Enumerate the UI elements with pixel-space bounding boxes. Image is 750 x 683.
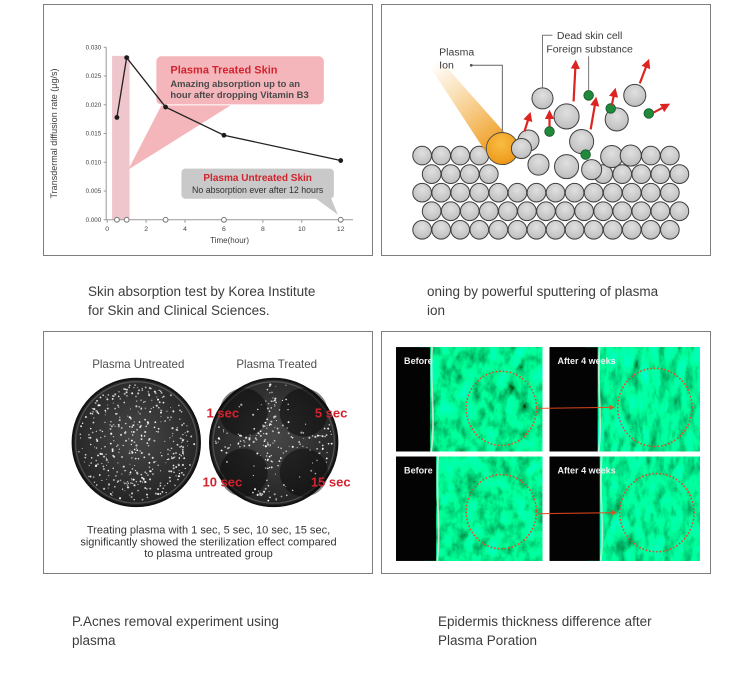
treated-annotation: Plasma Treated Skin Amazing absorption up… — [156, 56, 324, 105]
micrograph-tile-after-2: After 4 weeks — [549, 456, 700, 561]
micrograph-grid: Before After 4 weeks Before — [396, 347, 700, 561]
micrograph-tile-before-2: Before — [396, 456, 543, 561]
svg-text:Amazing absorption up to an: Amazing absorption up to an — [170, 78, 300, 89]
panel-absorption-chart: Plasma Treated Skin Amazing absorption up… — [43, 4, 373, 256]
plasma-ion-label: Plasma Ion — [439, 46, 477, 71]
caption-absorption-test: Skin absorption test by Korea Institute … — [88, 282, 368, 320]
before-after-arrow-2 — [538, 509, 617, 516]
roi-dotted-circle — [465, 473, 538, 550]
before-after-arrow-1 — [538, 404, 615, 411]
ejected-dead-skin-cells — [510, 83, 647, 181]
foreign-substance-label: Foreign substance — [546, 43, 633, 55]
caption-line: P.Acnes removal experiment using — [72, 614, 279, 629]
petri-dish-untreated — [71, 377, 201, 508]
caption-line: oning by powerful sputtering of plasma — [427, 284, 659, 299]
svg-text:0: 0 — [105, 226, 109, 233]
svg-text:8: 8 — [261, 226, 265, 233]
svg-text:0.020: 0.020 — [86, 102, 102, 109]
series-treated — [114, 55, 344, 163]
svg-text:No absorption ever after 12 ho: No absorption ever after 12 hours — [192, 185, 324, 195]
panel-epidermis-micrographs: Before After 4 weeks Before — [381, 331, 711, 574]
svg-text:0.000: 0.000 — [86, 217, 102, 224]
panel-petri-dishes: Plasma Untreated Plasma Treated 1 sec 5 … — [43, 331, 373, 574]
caption-sputtering: oning by powerful sputtering of plasma i… — [427, 282, 712, 320]
tile-label: After 4 weeks — [558, 356, 616, 366]
svg-text:Plasma Treated Skin: Plasma Treated Skin — [170, 64, 277, 76]
dead-skin-callout: Dead skin cell Foreign substance — [541, 30, 633, 91]
treated-dish-title: Plasma Treated — [236, 359, 317, 371]
svg-text:10: 10 — [298, 226, 306, 233]
caption-line: for Skin and Clinical Sciences. — [88, 303, 270, 318]
sputter-diagram: Plasma Ion Dead skin cell Foreign substa… — [412, 30, 690, 240]
sputter-arrows — [523, 58, 671, 132]
tile-label: After 4 weeks — [558, 466, 616, 476]
petri-dish-figure: Plasma Untreated Plasma Treated 1 sec 5 … — [71, 359, 351, 560]
treated-callout-tail — [128, 105, 231, 170]
petri-caption-line1: Treating plasma with 1 sec, 5 sec, 10 se… — [87, 525, 330, 537]
svg-text:12: 12 — [337, 226, 345, 233]
plasma-ion-callout: Plasma Ion — [439, 46, 503, 132]
caption-pacnes-experiment: P.Acnes removal experiment using plasma — [72, 612, 352, 650]
roi-dotted-circle — [616, 367, 693, 448]
skin-cell-lattice — [412, 145, 690, 240]
svg-text:0.010: 0.010 — [86, 159, 102, 166]
absorption-line-chart: Plasma Treated Skin Amazing absorption up… — [49, 44, 353, 245]
caption-line: Plasma Poration — [438, 633, 538, 648]
caption-line: ion — [427, 303, 446, 318]
foreign-substance-particles — [544, 90, 655, 160]
caption-line: Skin absorption test by Korea Institute — [88, 284, 316, 299]
y-axis-label: Transdermal diffusion rate (μg/s) — [49, 69, 59, 199]
svg-text:0.030: 0.030 — [86, 44, 102, 51]
svg-text:6: 6 — [222, 226, 226, 233]
colony-speckles — [77, 384, 196, 501]
x-axis-label: Time(hour) — [210, 236, 249, 245]
caption-epidermis-thickness: Epidermis thickness difference after Pla… — [438, 612, 723, 650]
svg-text:0.015: 0.015 — [86, 131, 102, 138]
time-label-10sec: 10 sec — [202, 475, 242, 490]
time-label-5sec: 5 sec — [315, 405, 348, 420]
petri-caption-line2: significantly showed the sterilization e… — [80, 536, 336, 548]
highlight-band — [112, 55, 130, 220]
micrograph-tile-before-1: Before — [396, 347, 543, 452]
colony-speckles — [214, 383, 333, 502]
panel-sputter-diagram: Plasma Ion Dead skin cell Foreign substa… — [381, 4, 711, 256]
svg-text:0.005: 0.005 — [86, 188, 102, 195]
svg-text:hour after dropping Vitamin B3: hour after dropping Vitamin B3 — [170, 89, 308, 100]
micrograph-tile-after-1: After 4 weeks — [549, 347, 700, 452]
svg-text:4: 4 — [183, 226, 187, 233]
series-untreated — [114, 216, 344, 223]
dead-skin-cell-label: Dead skin cell — [557, 30, 622, 42]
time-label-1sec: 1 sec — [206, 405, 239, 420]
svg-text:2: 2 — [144, 226, 148, 233]
roi-dotted-circle — [618, 472, 695, 553]
time-label-15sec: 15 sec — [311, 475, 351, 490]
petri-dish-treated — [209, 377, 339, 508]
tile-label: Before — [404, 356, 433, 366]
plasma-beam — [429, 58, 508, 152]
roi-dotted-circle — [465, 370, 538, 447]
svg-text:0.025: 0.025 — [86, 73, 102, 80]
caption-line: Epidermis thickness difference after — [438, 614, 652, 629]
caption-line: plasma — [72, 633, 116, 648]
svg-text:Plasma Untreated Skin: Plasma Untreated Skin — [203, 173, 312, 184]
tile-label: Before — [404, 466, 433, 476]
petri-caption-line3: to plasma untreated group — [144, 548, 273, 560]
untreated-dish-title: Plasma Untreated — [92, 359, 184, 371]
